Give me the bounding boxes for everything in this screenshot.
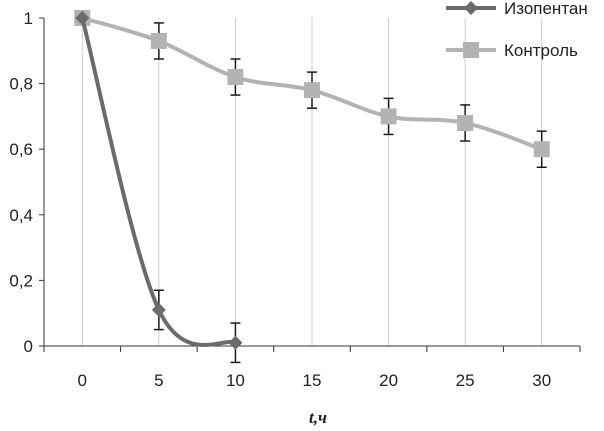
series-0 [75, 11, 243, 364]
x-axis-title: t,ч [309, 408, 327, 427]
point-1-3 [304, 82, 320, 99]
series-line-0 [80, 17, 237, 347]
x-tick-label-4: 20 [379, 371, 398, 390]
legend-label-1: Контроль [504, 41, 578, 60]
x-tick-label-2: 10 [226, 371, 245, 390]
y-tick-label-4: 0,8 [9, 75, 33, 94]
legend-label-0: Изопентан [504, 0, 588, 18]
point-1-1 [150, 32, 167, 49]
point-0-1 [151, 302, 166, 317]
point-1-2 [227, 69, 244, 86]
y-tick-label-3: 0,6 [9, 140, 33, 159]
x-tick-label-3: 15 [303, 371, 322, 390]
series [74, 10, 550, 364]
y-tick-label-5: 1 [24, 9, 33, 28]
point-1-4 [380, 108, 397, 125]
axes: 00,20,40,60,810 5 10 15 20 25 30 [9, 9, 581, 390]
point-0-0 [75, 11, 90, 25]
y-tick-label-2: 0,4 [9, 206, 33, 225]
point-1-6 [533, 141, 550, 158]
y-tick-label-1: 0,2 [9, 271, 33, 290]
legend: Изопентан Контроль [446, 0, 588, 60]
legend-marker-1 [463, 42, 479, 58]
x-tick-label-0: 0 [78, 371, 87, 390]
legend-marker-0 [464, 1, 478, 15]
point-0-2 [228, 335, 243, 350]
x-tick-label-5: 25 [456, 371, 475, 390]
series-1 [74, 10, 550, 168]
x-tick-label-1: 5 [154, 371, 163, 390]
point-1-5 [457, 114, 474, 131]
grid [81, 18, 543, 346]
y-tick-label-0: 0 [24, 337, 33, 356]
x-tick-label-6: 30 [532, 371, 551, 390]
